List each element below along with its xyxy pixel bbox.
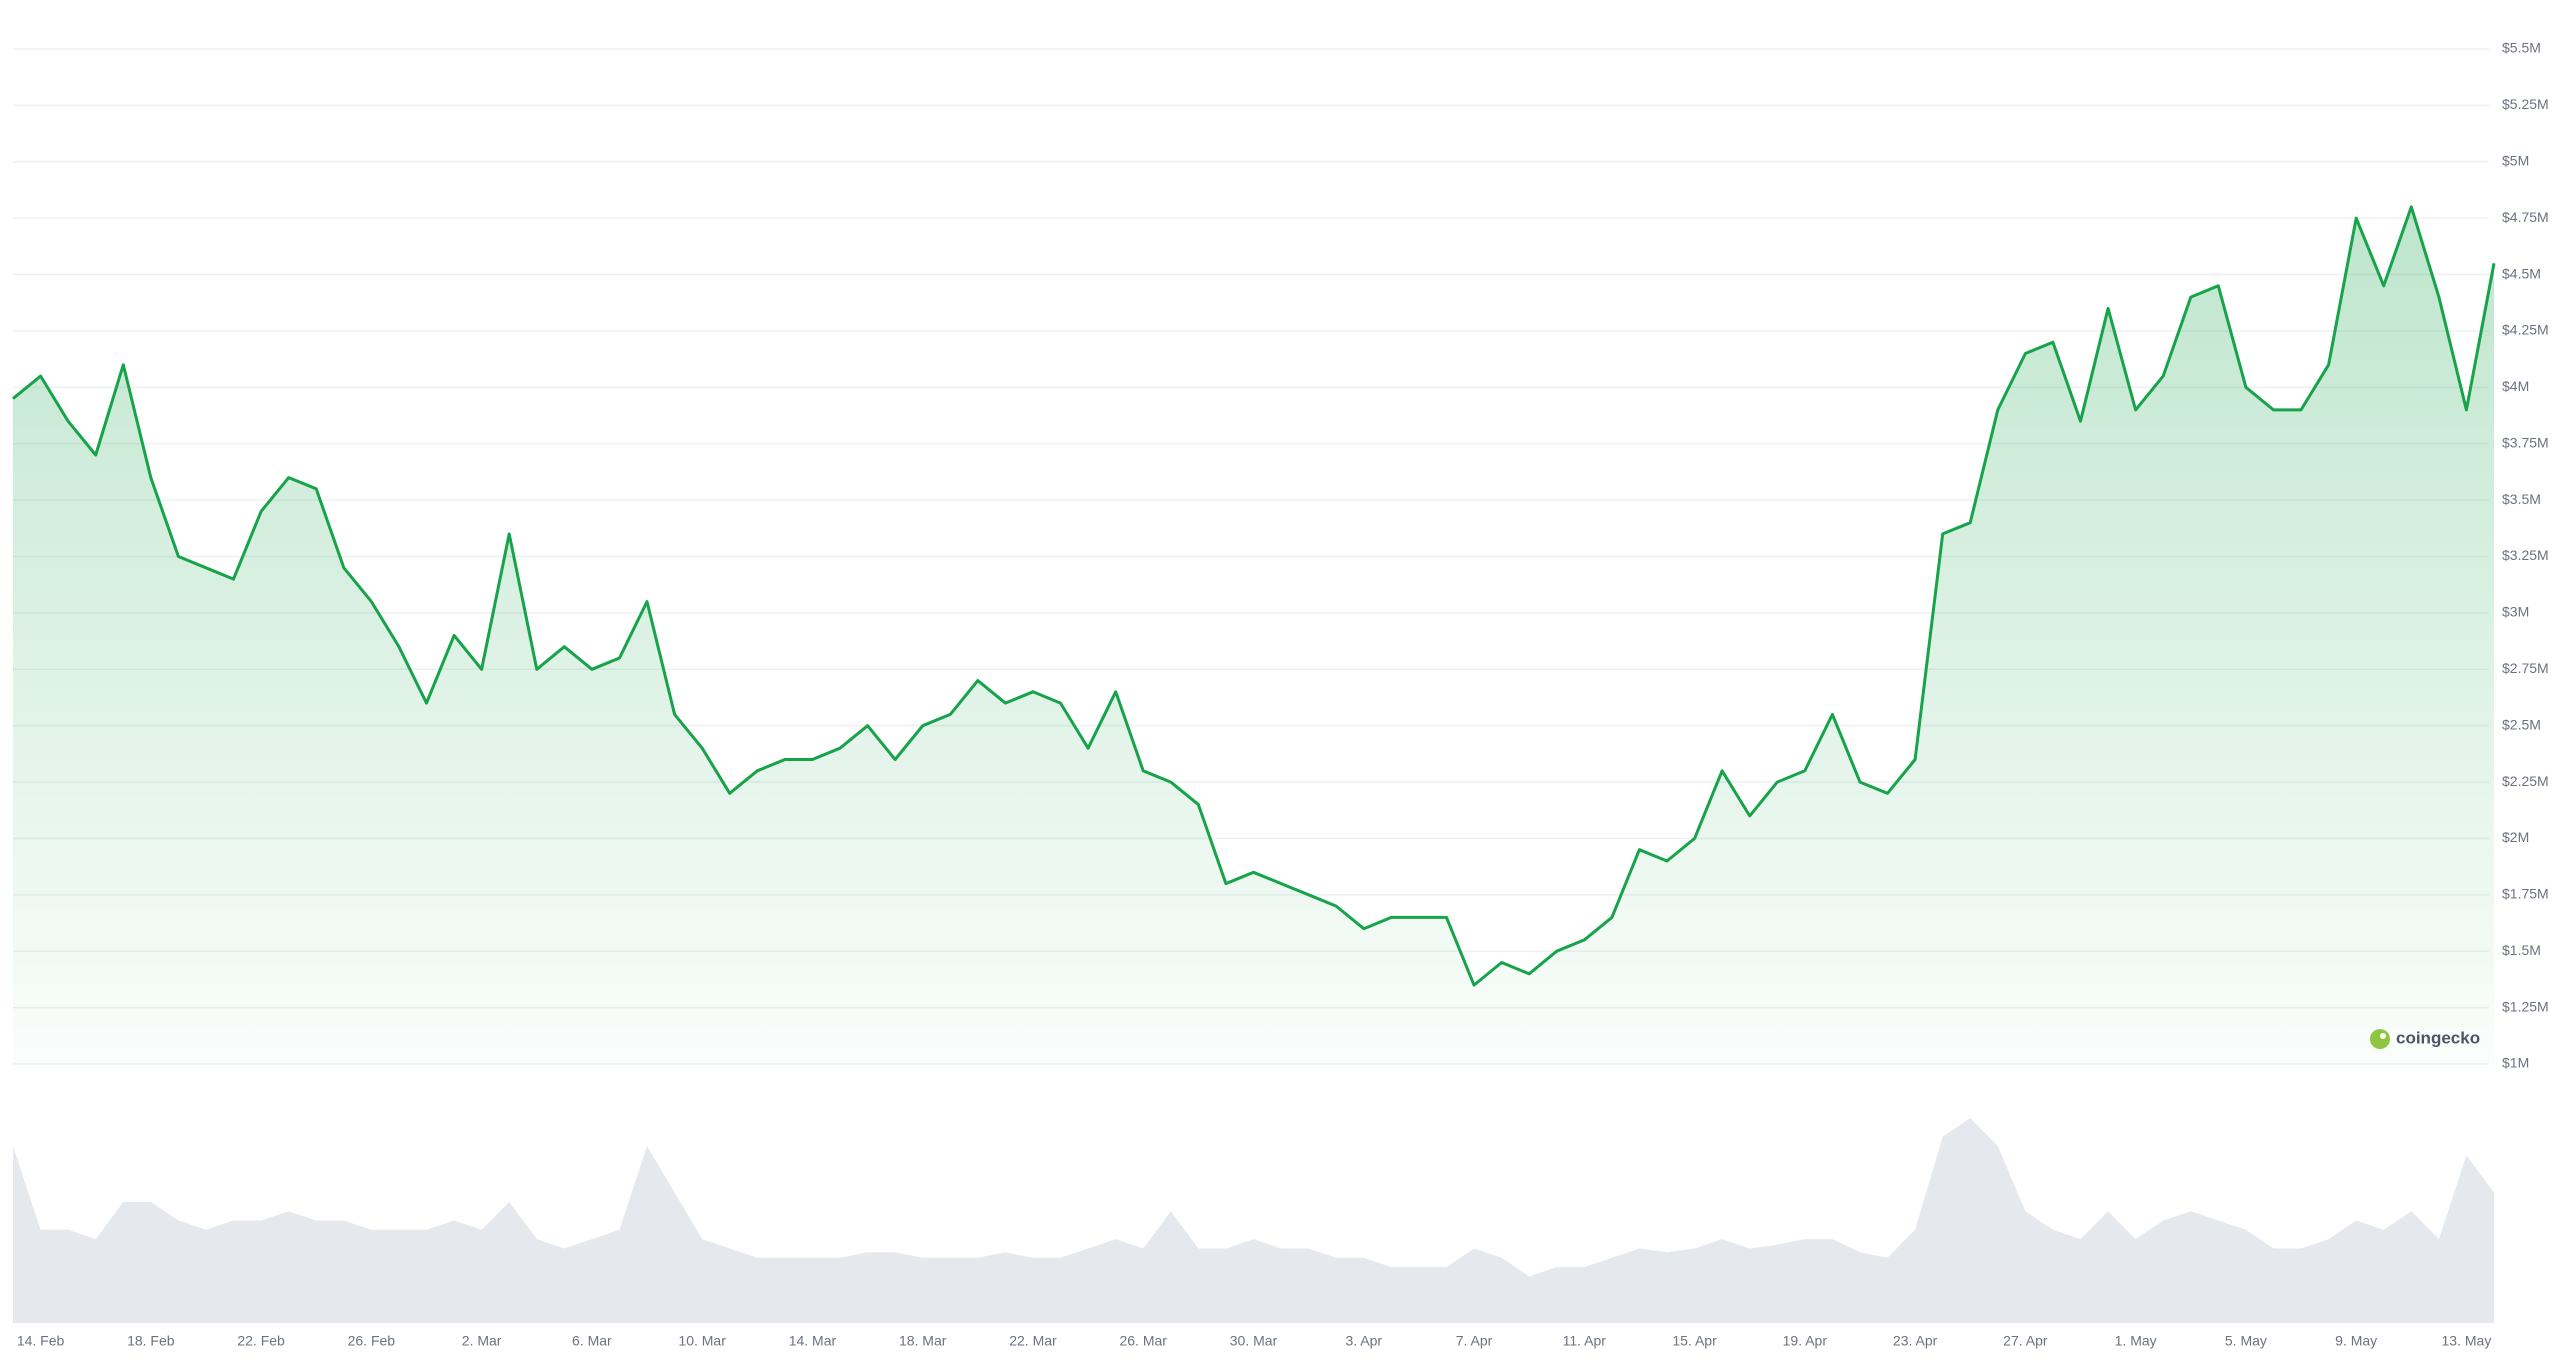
volume-area bbox=[13, 1118, 2494, 1323]
y-tick-label: $1.75M bbox=[2502, 886, 2549, 902]
y-tick-label: $3.5M bbox=[2502, 491, 2541, 507]
x-tick-label: 18. Feb bbox=[127, 1333, 175, 1349]
x-tick-label: 14. Mar bbox=[789, 1333, 837, 1349]
y-tick-label: $5.5M bbox=[2502, 40, 2541, 56]
y-tick-label: $2M bbox=[2502, 829, 2529, 845]
x-tick-label: 27. Apr bbox=[2003, 1333, 2048, 1349]
x-tick-label: 10. Mar bbox=[678, 1333, 726, 1349]
x-tick-label: 5. May bbox=[2225, 1333, 2267, 1349]
x-tick-label: 15. Apr bbox=[1672, 1333, 1717, 1349]
y-tick-label: $1.25M bbox=[2502, 998, 2549, 1014]
x-tick-label: 30. Mar bbox=[1230, 1333, 1278, 1349]
y-tick-label: $4.25M bbox=[2502, 322, 2549, 338]
x-tick-label: 18. Mar bbox=[899, 1333, 947, 1349]
y-tick-label: $3.75M bbox=[2502, 434, 2549, 450]
x-tick-label: 19. Apr bbox=[1783, 1333, 1828, 1349]
x-tick-label: 11. Apr bbox=[1563, 1333, 1607, 1349]
x-tick-label: 26. Feb bbox=[348, 1333, 396, 1349]
y-tick-label: $5.25M bbox=[2502, 96, 2549, 112]
x-tick-label: 23. Apr bbox=[1893, 1333, 1938, 1349]
watermark-text: coingecko bbox=[2396, 1028, 2480, 1047]
y-tick-label: $2.75M bbox=[2502, 660, 2549, 676]
y-tick-label: $3M bbox=[2502, 604, 2529, 620]
y-tick-label: $4.75M bbox=[2502, 209, 2549, 225]
y-tick-label: $2.25M bbox=[2502, 773, 2549, 789]
x-tick-label: 22. Mar bbox=[1009, 1333, 1057, 1349]
y-tick-label: $1M bbox=[2502, 1055, 2529, 1071]
y-tick-label: $2.5M bbox=[2502, 716, 2541, 732]
x-tick-label: 13. May bbox=[2442, 1333, 2492, 1349]
y-tick-label: $4.5M bbox=[2502, 265, 2541, 281]
x-tick-label: 2. Mar bbox=[462, 1333, 502, 1349]
y-tick-label: $3.25M bbox=[2502, 547, 2549, 563]
x-tick-label: 9. May bbox=[2335, 1333, 2377, 1349]
watermark: coingecko bbox=[2370, 1028, 2480, 1049]
x-tick-label: 14. Feb bbox=[17, 1333, 65, 1349]
x-tick-label: 3. Apr bbox=[1345, 1333, 1382, 1349]
price-area bbox=[13, 206, 2494, 1064]
x-tick-label: 1. May bbox=[2115, 1333, 2157, 1349]
x-tick-label: 26. Mar bbox=[1119, 1333, 1167, 1349]
price-line bbox=[12, 205, 2496, 987]
x-tick-label: 7. Apr bbox=[1456, 1333, 1493, 1349]
plot bbox=[12, 205, 2496, 1323]
x-tick-label: 6. Mar bbox=[572, 1333, 612, 1349]
x-tick-label: 22. Feb bbox=[237, 1333, 285, 1349]
y-tick-label: $5M bbox=[2502, 152, 2529, 168]
y-tick-label: $4M bbox=[2502, 378, 2529, 394]
y-tick-label: $1.5M bbox=[2502, 942, 2541, 958]
